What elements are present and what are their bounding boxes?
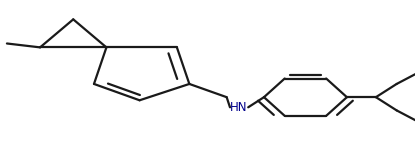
Text: HN: HN	[230, 101, 248, 114]
